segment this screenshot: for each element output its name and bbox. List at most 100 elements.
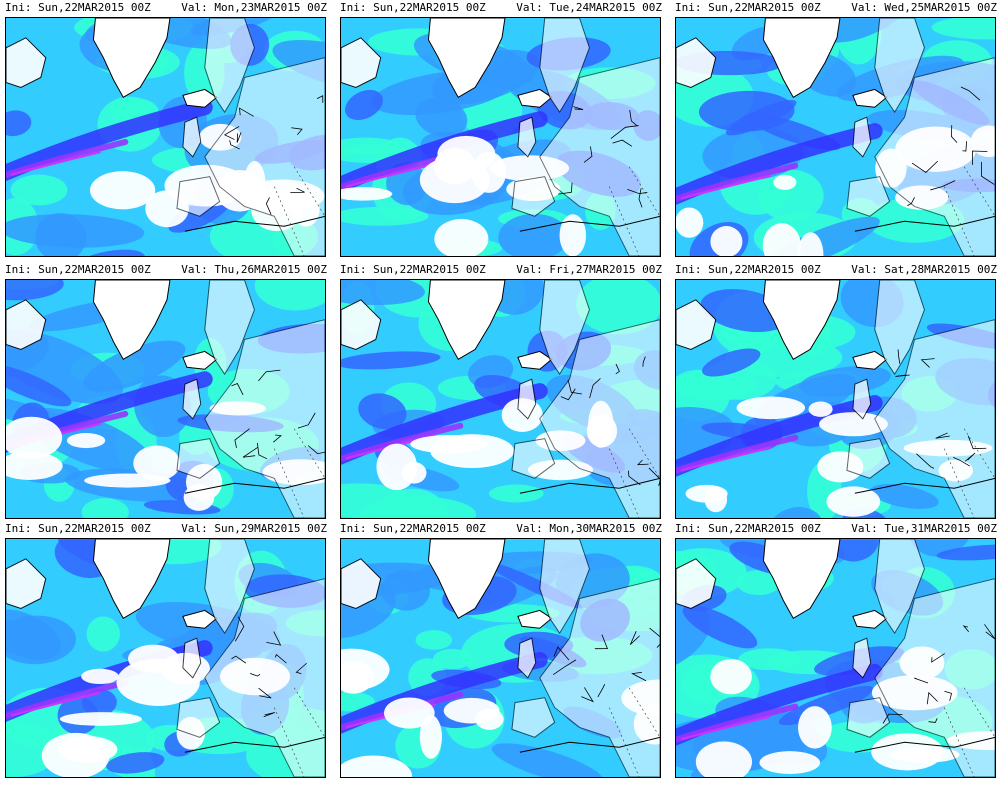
forecast-panel: Ini: Sun,22MAR2015 00Z Val: Sat,28MAR2015…: [670, 262, 1001, 524]
precipitation-map: [340, 17, 661, 257]
greenland-landmass: [92, 18, 171, 99]
country-border: [953, 457, 970, 467]
dry-area: [6, 416, 63, 459]
british-isles: [852, 637, 872, 679]
north-africa-coast: [184, 477, 325, 494]
jet-band: [676, 395, 883, 477]
scandinavia-landmass: [874, 18, 925, 114]
british-isles: [852, 116, 872, 158]
peak-precip-core: [680, 174, 771, 200]
moderate-precip-area: [35, 213, 87, 256]
dry-area: [57, 735, 118, 763]
country-border: [642, 356, 646, 367]
country-border: [916, 453, 935, 469]
country-border: [290, 187, 305, 194]
iberian-peninsula: [176, 697, 221, 738]
precipitation-map: [5, 538, 326, 778]
country-border: [636, 459, 649, 466]
country-border: [610, 125, 639, 139]
country-border: [984, 624, 995, 640]
valid-time-label: Val: Sat,28MAR2015 00Z: [851, 263, 997, 276]
light-precip-area: [415, 630, 453, 650]
dry-area: [81, 668, 119, 685]
country-border: [649, 627, 660, 648]
dry-area: [676, 207, 704, 238]
greenland-landmass: [427, 539, 506, 620]
greenland-landmass: [762, 539, 841, 620]
country-border: [231, 383, 244, 396]
dry-area: [762, 223, 801, 256]
country-border: [964, 452, 976, 462]
map-canvas: [341, 280, 660, 518]
heavy-precip-area: [702, 348, 761, 377]
country-border: [316, 95, 324, 103]
dry-area: [90, 171, 156, 210]
dry-area: [341, 187, 393, 201]
country-border: [926, 691, 938, 705]
dry-area: [6, 451, 63, 480]
valid-time-label: Val: Fri,27MAR2015 00Z: [516, 263, 662, 276]
iceland-landmass: [517, 609, 553, 629]
init-time-label: Ini: Sun,22MAR2015 00Z: [5, 522, 151, 535]
moderate-precip-area: [908, 539, 973, 557]
iberian-peninsula: [511, 697, 556, 738]
map-canvas: [676, 280, 995, 518]
heavy-precip-area: [358, 393, 407, 430]
panel-header: Ini: Sun,22MAR2015 00Z Val: Wed,25MAR2015…: [670, 0, 1001, 16]
north-africa-coast: [184, 215, 325, 232]
heavy-precip-area: [6, 363, 72, 407]
greenland-landmass: [427, 280, 506, 361]
peak-precip-core: [10, 691, 101, 717]
forecast-panel: Ini: Sun,22MAR2015 00Z Val: Wed,25MAR2015…: [670, 0, 1001, 262]
country-border: [931, 653, 945, 663]
map-canvas: [6, 18, 325, 256]
country-border: [962, 625, 970, 632]
jet-band: [6, 99, 213, 182]
country-border: [295, 662, 307, 675]
british-isles: [182, 116, 202, 158]
british-isles: [517, 637, 537, 679]
iberian-peninsula: [511, 176, 556, 217]
europe-landmass: [539, 57, 660, 256]
europe-landmass: [874, 578, 995, 777]
dry-area: [826, 486, 881, 517]
iberian-peninsula: [176, 176, 221, 217]
country-border: [628, 470, 641, 486]
british-isles: [517, 116, 537, 158]
intense-precip-core: [676, 703, 799, 743]
europe-landmass: [539, 578, 660, 777]
country-border: [882, 713, 903, 724]
forecast-panel: Ini: Sun,22MAR2015 00Z Val: Mon,30MAR2015…: [335, 521, 666, 783]
scandinavia-landmass: [204, 18, 255, 114]
greenland-landmass: [92, 280, 171, 361]
map-canvas: [6, 539, 325, 777]
country-border: [629, 631, 640, 645]
dry-area: [66, 433, 106, 449]
map-canvas: [676, 18, 995, 256]
europe-landmass: [539, 319, 660, 518]
dry-area: [871, 733, 944, 771]
country-border: [594, 634, 609, 650]
iberian-peninsula: [846, 697, 891, 738]
forecast-panel: Ini: Sun,22MAR2015 00Z Val: Fri,27MAR2015…: [335, 262, 666, 524]
dry-area: [401, 462, 427, 484]
dry-area: [819, 412, 888, 437]
country-border: [257, 442, 268, 460]
precipitation-map: [5, 17, 326, 257]
jet-band: [676, 123, 883, 205]
dry-area: [710, 226, 743, 256]
country-border: [560, 388, 576, 401]
iceland-landmass: [182, 609, 218, 629]
dry-area: [475, 708, 504, 730]
panel-header: Ini: Sun,22MAR2015 00Z Val: Tue,24MAR2015…: [335, 0, 666, 16]
init-time-label: Ini: Sun,22MAR2015 00Z: [675, 1, 821, 14]
precipitation-map: [675, 279, 996, 519]
heavy-precip-area: [682, 605, 758, 649]
iceland-landmass: [852, 609, 888, 629]
country-border: [273, 434, 282, 443]
heavy-precip-area: [345, 89, 383, 121]
north-africa-coast: [519, 736, 660, 753]
light-precip-area: [86, 616, 120, 652]
canada-coast: [676, 299, 717, 350]
greenland-landmass: [427, 18, 506, 99]
